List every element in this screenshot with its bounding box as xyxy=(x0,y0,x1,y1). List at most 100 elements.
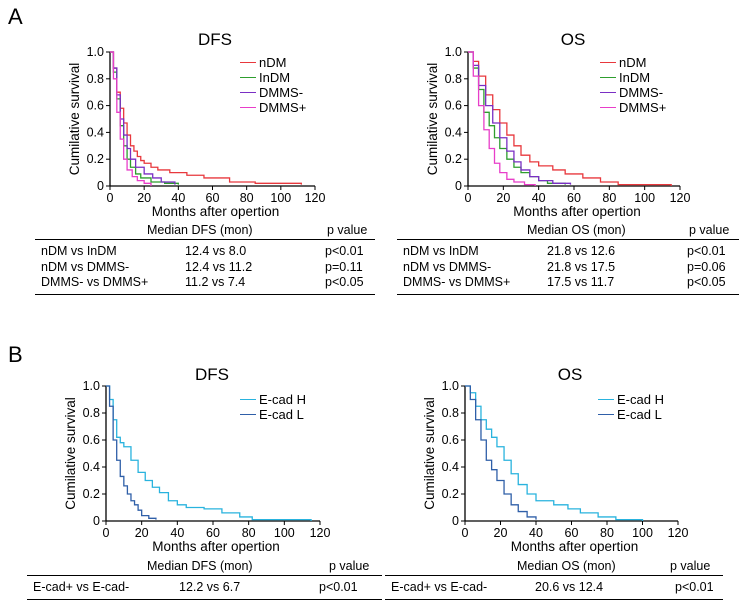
legend-label: DMMS- xyxy=(619,85,664,100)
legend-swatch xyxy=(600,77,616,78)
x-tick-label: 80 xyxy=(602,191,616,205)
y-tick-label: 1.0 xyxy=(442,379,459,393)
y-tick-label: 0.4 xyxy=(442,460,459,474)
y-tick-label: 0 xyxy=(452,514,459,528)
y-tick-label: 0.4 xyxy=(83,460,100,474)
legend-swatch xyxy=(240,92,256,93)
legend-item: DMMS+ xyxy=(600,100,666,115)
table-header-median: Median OS (mon) xyxy=(517,559,616,573)
table-header-p: p value xyxy=(689,223,730,237)
table-cell-median: 11.2 vs 7.4 xyxy=(185,275,246,289)
x-tick-label: 60 xyxy=(206,191,220,205)
chart-title-b-os: OS xyxy=(557,365,583,384)
legend-swatch xyxy=(240,62,256,63)
legend-item: E-cad L xyxy=(240,407,306,422)
y-tick-label: 0.6 xyxy=(442,433,459,447)
x-axis-label: Months after opertion xyxy=(152,204,280,219)
table-row: E-cad+ vs E-cad- 12.2 vs 6.7 p<0.01 xyxy=(27,580,382,600)
table-header-p: p value xyxy=(327,223,368,237)
y-tick-label: 0.2 xyxy=(445,152,462,166)
y-tick-label: 0.2 xyxy=(83,487,100,501)
chart-title-a-os: OS xyxy=(560,30,586,49)
x-tick-label: 40 xyxy=(532,191,546,205)
legend-item: E-cad H xyxy=(598,392,664,407)
legend-label: E-cad H xyxy=(259,392,306,407)
legend-label: InDM xyxy=(619,70,651,85)
legend-item: nDM xyxy=(240,55,306,70)
series-line-e-cad-l xyxy=(106,385,157,520)
table-header-median: Median DFS (mon) xyxy=(147,559,253,573)
table-header-median: Median OS (mon) xyxy=(527,223,626,237)
legend-swatch xyxy=(240,77,256,78)
table-header-p: p value xyxy=(329,559,370,573)
stats-table-b-dfs: Median DFS (mon) p value E-cad+ vs E-cad… xyxy=(27,557,382,600)
table-cell-p: p<0.01 xyxy=(687,244,726,258)
y-axis-label: Cumilative survival xyxy=(63,397,78,510)
panel-label-a: A xyxy=(8,4,23,29)
table-cell-p: p=0.11 xyxy=(325,259,363,274)
table-cell-median: 17.5 vs 11.7 xyxy=(547,275,615,289)
legend-swatch xyxy=(240,414,256,415)
km-chart-b-os: 0 0.2 0.4 0.6 0.8 1.0 0 20 40 60 80 100 120 Months af… xyxy=(422,379,688,554)
table-cell-median: 20.6 vs 12.4 xyxy=(535,580,604,594)
legend-label: E-cad H xyxy=(617,392,664,407)
table-cell-comparison: nDM vs DMMS- xyxy=(403,259,492,274)
x-tick-label: 20 xyxy=(137,191,151,205)
table-row: nDM vs InDM 21.8 vs 12.6 p<0.01 xyxy=(397,244,739,260)
legend-label: InDM xyxy=(259,70,291,85)
stats-table-a-dfs: Median DFS (mon) p value nDM vs InDM 12.… xyxy=(35,221,375,295)
legend-item: nDM xyxy=(600,55,666,70)
x-tick-label: 80 xyxy=(240,191,254,205)
legend-a-os: nDM InDM DMMS- DMMS+ xyxy=(600,55,666,115)
table-row: E-cad+ vs E-cad- 20.6 vs 12.4 p<0.01 xyxy=(385,580,723,600)
x-tick-label: 20 xyxy=(135,526,149,540)
x-tick-label: 60 xyxy=(565,526,579,540)
legend-label: E-cad L xyxy=(259,407,304,422)
legend-swatch xyxy=(598,399,614,400)
legend-item: DMMS- xyxy=(240,85,306,100)
x-axis-label: Months after opertion xyxy=(152,539,280,554)
y-axis-label: Cumilative survival xyxy=(425,63,440,176)
legend-label: DMMS+ xyxy=(259,100,307,115)
legend-item: DMMS+ xyxy=(240,100,306,115)
x-tick-label: 120 xyxy=(670,191,691,205)
legend-a-dfs: nDM InDM DMMS- DMMS+ xyxy=(240,55,306,115)
x-tick-label: 0 xyxy=(465,191,472,205)
y-tick-label: 1.0 xyxy=(445,45,462,59)
y-tick-label: 0 xyxy=(93,514,100,528)
table-header-median: Median DFS (mon) xyxy=(147,223,253,237)
x-tick-label: 80 xyxy=(242,526,256,540)
table-cell-p: p<0.05 xyxy=(325,275,364,289)
legend-label: nDM xyxy=(259,55,287,70)
series-line-e-cad-h xyxy=(465,385,644,521)
table-row: DMMS- vs DMMS+ 11.2 vs 7.4 p<0.05 xyxy=(35,275,375,295)
x-tick-label: 80 xyxy=(600,526,614,540)
series-line-e-cad-h xyxy=(106,385,312,521)
km-chart-b-dfs: 0 0.2 0.4 0.6 0.8 1.0 0 20 40 60 80 100 120 Months af… xyxy=(63,379,331,554)
legend-swatch xyxy=(600,107,616,108)
x-tick-label: 0 xyxy=(462,526,469,540)
x-tick-label: 120 xyxy=(310,526,331,540)
y-tick-label: 0 xyxy=(455,179,462,193)
table-row: DMMS- vs DMMS+ 17.5 vs 11.7 p<0.05 xyxy=(397,275,739,295)
legend-swatch xyxy=(598,414,614,415)
legend-b-dfs: E-cad H E-cad L xyxy=(240,392,306,422)
y-tick-label: 0.8 xyxy=(87,72,104,86)
table-cell-comparison: DMMS- vs DMMS+ xyxy=(403,275,511,289)
table-row: nDM vs DMMS- 12.4 vs 11.2 p=0.11 xyxy=(35,260,375,276)
x-tick-label: 40 xyxy=(170,526,184,540)
x-tick-label: 40 xyxy=(171,191,185,205)
table-cell-p: p<0.01 xyxy=(319,580,358,594)
table-cell-median: 12.4 vs 8.0 xyxy=(185,244,247,258)
table-cell-p: p<0.01 xyxy=(675,580,714,594)
legend-label: DMMS+ xyxy=(619,100,667,115)
y-tick-label: 0.6 xyxy=(445,99,462,113)
y-axis-label: Cumilative survival xyxy=(67,63,82,176)
legend-item: E-cad L xyxy=(598,407,664,422)
table-header: Median OS (mon) p value xyxy=(385,557,723,576)
chart-title-a-dfs: DFS xyxy=(198,30,232,49)
chart-title-b-dfs: DFS xyxy=(195,365,229,384)
table-cell-comparison: E-cad+ vs E-cad- xyxy=(391,580,488,594)
x-tick-label: 0 xyxy=(103,526,110,540)
x-tick-label: 120 xyxy=(305,191,326,205)
